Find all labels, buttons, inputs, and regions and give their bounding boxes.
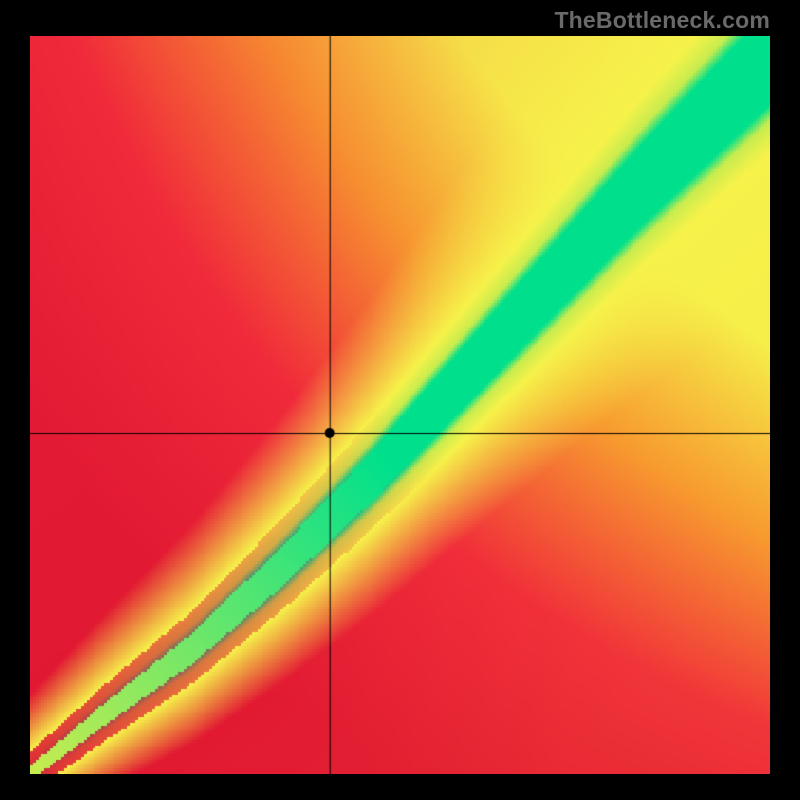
watermark-text: TheBottleneck.com: [554, 7, 770, 34]
bottleneck-heatmap: [30, 36, 770, 774]
